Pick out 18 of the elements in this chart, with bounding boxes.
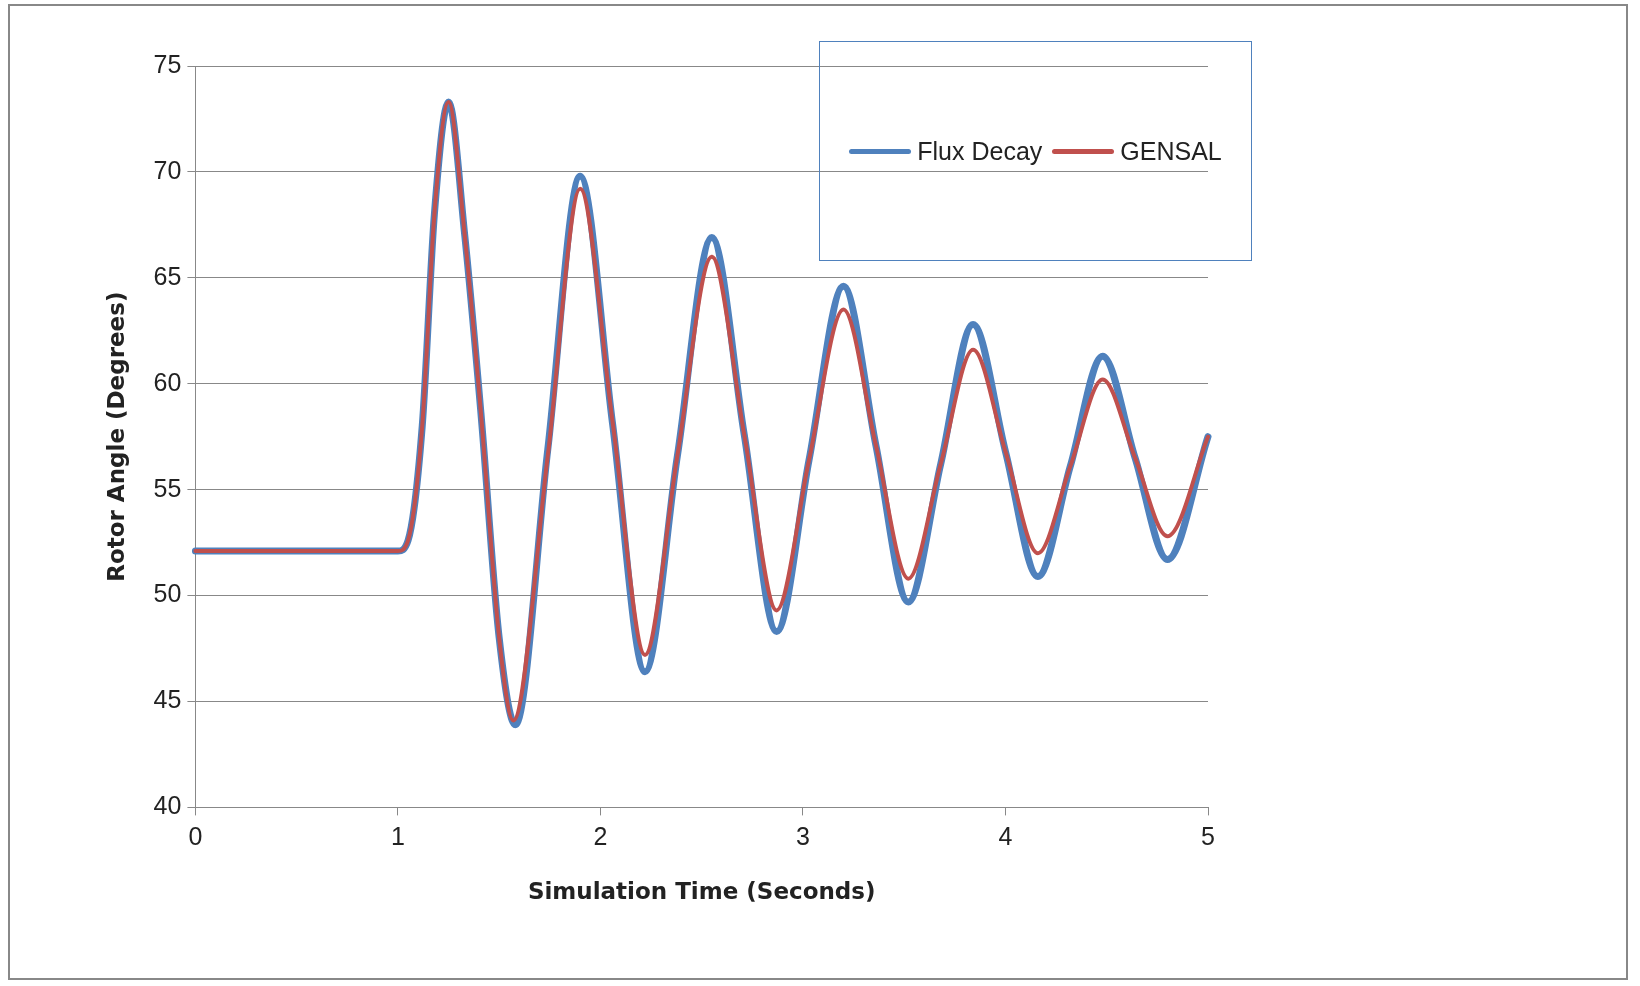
x-tick-label: 4 xyxy=(998,822,1013,851)
y-tick-label: 50 xyxy=(153,579,182,608)
x-tick-label: 5 xyxy=(1201,822,1215,851)
y-axis-title: Rotor Angle (Degrees) xyxy=(102,291,129,582)
y-tick-label: 65 xyxy=(153,261,182,290)
legend-label: Flux Decay xyxy=(917,136,1043,166)
y-tick-label: 75 xyxy=(153,49,182,78)
y-tick-label: 60 xyxy=(153,367,182,396)
legend-label: GENSAL xyxy=(1120,136,1222,166)
y-tick-label: 55 xyxy=(153,473,182,502)
y-tick-label: 40 xyxy=(153,791,182,820)
x-tick-label: 1 xyxy=(390,822,405,851)
y-tick-label: 45 xyxy=(153,685,182,714)
x-tick-label: 3 xyxy=(796,822,810,851)
x-axis-title: Simulation Time (Seconds) xyxy=(527,878,876,905)
y-tick-label: 70 xyxy=(153,155,182,184)
x-tick-label: 0 xyxy=(188,822,203,851)
x-tick-label: 2 xyxy=(593,822,608,851)
